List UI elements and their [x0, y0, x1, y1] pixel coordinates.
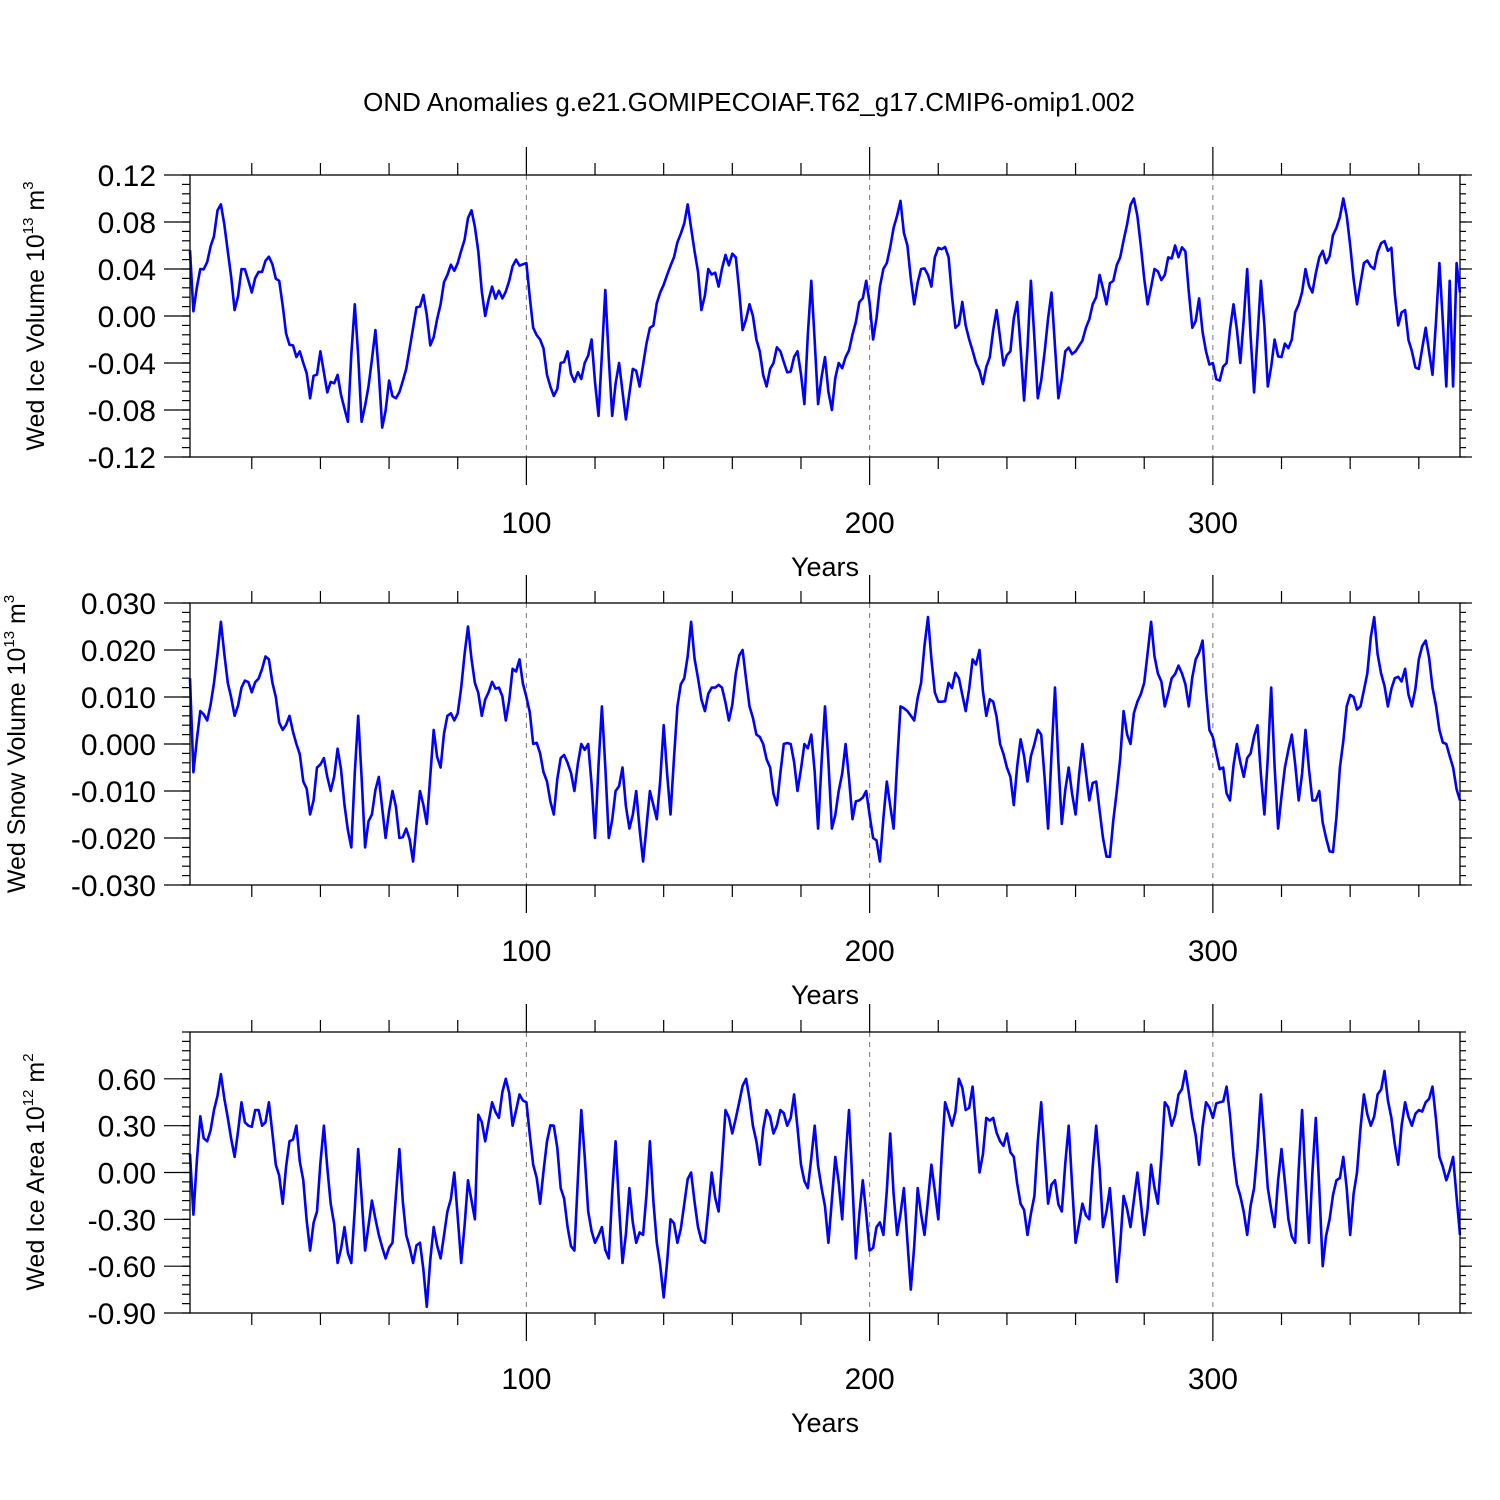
- y-tick-label: 0.000: [81, 729, 156, 762]
- y-tick-label: 0.030: [81, 588, 156, 621]
- y-tick-label: 0.30: [98, 1111, 156, 1144]
- y-tick-label: -0.12: [88, 442, 156, 475]
- x-tick-label: 200: [845, 507, 895, 540]
- y-tick-label: -0.60: [88, 1251, 156, 1284]
- y-tick-label: -0.90: [88, 1298, 156, 1331]
- plot-frame: [189, 1031, 1461, 1314]
- x-tick-label: 300: [1188, 935, 1238, 968]
- y-tick-label: -0.08: [88, 395, 156, 428]
- y-tick-label: -0.030: [71, 870, 156, 903]
- figure-title: OND Anomalies g.e21.GOMIPECOIAF.T62_g17.…: [363, 87, 1135, 117]
- x-tick-label: 100: [501, 1363, 551, 1396]
- data-series-line: [188, 1069, 1462, 1309]
- x-tick-label: 300: [1188, 1363, 1238, 1396]
- y-tick-label: 0.12: [98, 160, 156, 193]
- y-tick-label: -0.30: [88, 1204, 156, 1237]
- x-tick-label: 300: [1188, 507, 1238, 540]
- y-tick-label: 0.08: [98, 207, 156, 240]
- y-axis-label: Wed Ice Volume 1013 m3: [20, 181, 50, 450]
- y-tick-label: 0.04: [98, 254, 156, 287]
- data-series-line: [188, 197, 1462, 429]
- y-tick-label: -0.04: [88, 348, 156, 381]
- y-tick-label: 0.00: [98, 1158, 156, 1191]
- panel-ice-area: Years Wed Ice Area 1012 m2 -0.90 -0.60 -0.…: [20, 1004, 1472, 1438]
- x-axis-label: Years: [791, 552, 859, 582]
- y-tick-label: 0.60: [98, 1064, 156, 1097]
- x-tick-label: 200: [845, 935, 895, 968]
- y-tick-label: 0.020: [81, 635, 156, 668]
- y-tick-label: 0.00: [98, 301, 156, 334]
- panel-ice-volume: Years Wed Ice Volume 1013 m3 -0.12 -0.08 -…: [20, 147, 1472, 582]
- panel-snow-volume: Years Wed Snow Volume 1013 m3 -0.030 -0.0…: [1, 575, 1472, 1010]
- x-axis-label: Years: [791, 1408, 859, 1438]
- x-tick-label: 200: [845, 1363, 895, 1396]
- y-tick-label: 0.010: [81, 682, 156, 715]
- y-axis-label: Wed Snow Volume 1013 m3: [1, 595, 31, 893]
- x-tick-label: 100: [501, 507, 551, 540]
- y-tick-label: -0.010: [71, 776, 156, 809]
- x-axis-label: Years: [791, 980, 859, 1010]
- x-tick-label: 100: [501, 935, 551, 968]
- y-tick-label: -0.020: [71, 823, 156, 856]
- data-series-line: [188, 615, 1462, 863]
- y-axis-label: Wed Ice Area 1012 m2: [20, 1053, 50, 1290]
